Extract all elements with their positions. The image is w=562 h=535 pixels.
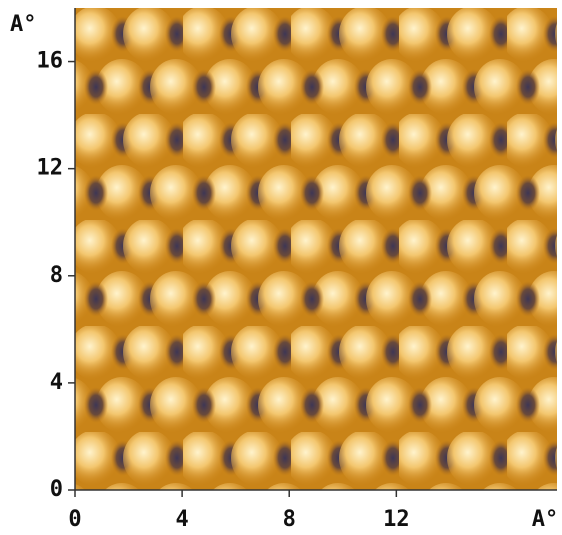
x-unit-label: A° xyxy=(532,507,559,532)
y-tick-label: 16 xyxy=(37,49,64,74)
x-tick-label: 4 xyxy=(175,507,188,532)
y-unit-label: A° xyxy=(10,12,37,37)
stm-image-chart: A° A° 0 4 8 12 0 4 8 12 16 xyxy=(0,0,562,535)
image-area xyxy=(75,8,557,490)
x-tick-label: 8 xyxy=(283,507,296,532)
y-tick-label: 8 xyxy=(50,263,63,288)
y-tick-label: 0 xyxy=(50,477,63,502)
stm-image xyxy=(75,8,557,490)
y-tick-label: 4 xyxy=(50,370,63,395)
y-tick-label: 12 xyxy=(37,156,64,181)
x-tick-label: 0 xyxy=(68,507,81,532)
x-tick-label: 12 xyxy=(383,507,410,532)
